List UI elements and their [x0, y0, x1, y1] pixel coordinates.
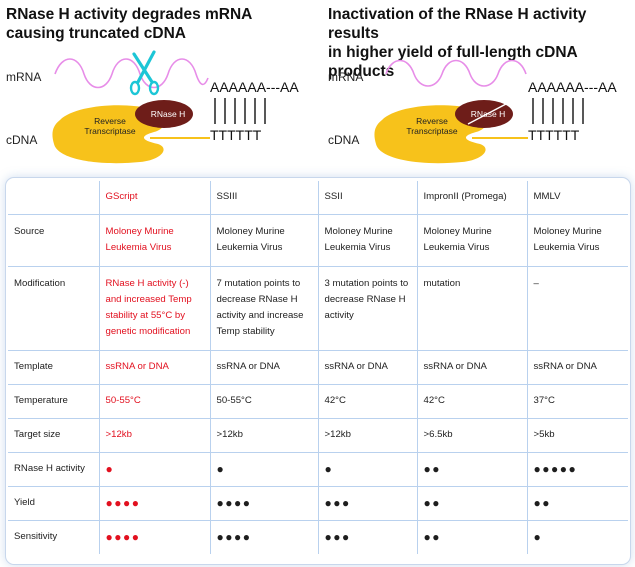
table-cell: >12kb: [98, 417, 211, 453]
table-row: Yield ●●●● ●●●● ●●● ●● ●●: [8, 485, 628, 521]
right-rt-label-1: Reverse: [416, 116, 448, 126]
right-mrna-wave: [385, 59, 527, 87]
table-cell: 42°C: [416, 383, 528, 419]
table-cell: RNase H activity (-) and increased Temp …: [98, 265, 211, 351]
left-reverse-transcriptase: [52, 105, 210, 164]
left-rnase-label: RNase H: [151, 109, 185, 119]
table-cell-dots: ●●: [416, 519, 528, 554]
right-mrna-label: mRNA: [328, 70, 363, 84]
row-label-target-size: Target size: [8, 417, 100, 453]
left-mrna-wave: [54, 58, 209, 89]
table-cell: >12kb: [317, 417, 418, 453]
table-cell-dots: ●●●●: [209, 485, 319, 521]
right-cdna-label: cDNA: [328, 133, 359, 147]
table-row: Template ssRNA or DNA ssRNA or DNA ssRNA…: [8, 349, 628, 385]
table-cell: >12kb: [209, 417, 319, 453]
comparison-table-panel: GScript SSIII SSII ImpronII (Promega) MM…: [5, 177, 631, 565]
table-cell-dots: ●●: [416, 451, 528, 487]
column-header-ssii: SSII: [317, 181, 418, 215]
table-cell-dots: ●●●●: [98, 519, 211, 554]
row-label-yield: Yield: [8, 485, 100, 521]
right-panel-title: Inactivation of the RNase H activity res…: [328, 6, 587, 80]
table-cell: ssRNA or DNA: [209, 349, 319, 385]
table-cell: mutation: [416, 265, 528, 351]
table-cell: Moloney Murine Leukemia Virus: [416, 213, 528, 267]
table-cell: 37°C: [526, 383, 628, 419]
row-label-source: Source: [8, 213, 100, 267]
comparison-table: GScript SSIII SSII ImpronII (Promega) MM…: [8, 181, 628, 554]
left-base-pairs: [214, 98, 266, 124]
table-cell: Moloney Murine Leukemia Virus: [526, 213, 628, 267]
right-diagram: mRNA cDNA Reverse Transcriptase RNase H …: [328, 59, 617, 164]
row-label-temperature: Temperature: [8, 383, 100, 419]
table-cell-dots: ●●●: [317, 519, 418, 554]
table-cell-dots: ●●: [526, 485, 628, 521]
table-row: RNase H activity ● ● ● ●● ●●●●●: [8, 451, 628, 487]
table-row: Modification RNase H activity (-) and in…: [8, 265, 628, 351]
table-cell-dots: ●●●●: [209, 519, 319, 554]
table-row: Source Moloney Murine Leukemia Virus Mol…: [8, 213, 628, 267]
table-cell: ssRNA or DNA: [317, 349, 418, 385]
table-cell-dots: ●●●●: [98, 485, 211, 521]
right-rnase-h-inactive: [455, 100, 513, 128]
header-empty-cell: [8, 181, 100, 215]
table-cell: –: [526, 265, 628, 351]
left-diagram: mRNA cDNA Reverse Transcriptase RNase H …: [6, 50, 299, 164]
table-cell: ssRNA or DNA: [416, 349, 528, 385]
right-base-pairs: [532, 98, 584, 124]
left-poly-t: TTTTTT: [210, 127, 262, 143]
table-cell-dots: ●: [209, 451, 319, 487]
row-label-template: Template: [8, 349, 100, 385]
table-cell-dots: ●: [98, 451, 211, 487]
table-cell: ssRNA or DNA: [526, 349, 628, 385]
table-row: Temperature 50-55°C 50-55°C 42°C 42°C 37…: [8, 383, 628, 419]
table-cell-dots: ●●●●●: [526, 451, 628, 487]
table-cell: 3 mutation points to decrease RNase H ac…: [317, 265, 418, 351]
table-cell: 50-55°C: [209, 383, 319, 419]
table-cell: 7 mutation points to decrease RNase H ac…: [209, 265, 319, 351]
table-cell-dots: ●●●: [317, 485, 418, 521]
table-header-row: GScript SSIII SSII ImpronII (Promega) MM…: [8, 181, 628, 215]
table-cell: ssRNA or DNA: [98, 349, 211, 385]
right-poly-t: TTTTTT: [528, 127, 580, 143]
left-poly-a: AAAAAA---AA: [210, 79, 299, 95]
column-header-gscript: GScript: [98, 181, 211, 215]
table-cell: 50-55°C: [98, 383, 211, 419]
table-cell: 42°C: [317, 383, 418, 419]
column-header-mmlv: MMLV: [526, 181, 628, 215]
strike-through-icon: [467, 103, 507, 125]
row-label-rnase-h-activity: RNase H activity: [8, 451, 100, 487]
left-rt-label-2: Transcriptase: [84, 126, 135, 136]
right-rt-label-2: Transcriptase: [406, 126, 457, 136]
right-poly-a: AAAAAA---AA: [528, 79, 617, 95]
table-cell: >5kb: [526, 417, 628, 453]
left-rt-label-1: Reverse: [94, 116, 126, 126]
left-cdna-label: cDNA: [6, 133, 37, 147]
left-mrna-label: mRNA: [6, 70, 41, 84]
column-header-impronii: ImpronII (Promega): [416, 181, 528, 215]
row-label-sensitivity: Sensitivity: [8, 519, 100, 554]
table-cell: >6.5kb: [416, 417, 528, 453]
table-cell-dots: ●: [526, 519, 628, 554]
left-rnase-h: [135, 100, 193, 128]
table-row: Sensitivity ●●●● ●●●● ●●● ●● ●: [8, 519, 628, 554]
table-cell-dots: ●: [317, 451, 418, 487]
table-cell: Moloney Murine Leukemia Virus: [209, 213, 319, 267]
table-cell-dots: ●●: [416, 485, 528, 521]
column-header-ssiii: SSIII: [209, 181, 319, 215]
row-label-modification: Modification: [8, 265, 100, 351]
scissors-icon: [129, 50, 160, 96]
table-cell: Moloney Murine Leukemia Virus: [98, 213, 211, 267]
table-cell: Moloney Murine Leukemia Virus: [317, 213, 418, 267]
left-panel-title: RNase H activity degrades mRNA causing t…: [6, 6, 253, 42]
table-row: Target size >12kb >12kb >12kb >6.5kb >5k…: [8, 417, 628, 453]
